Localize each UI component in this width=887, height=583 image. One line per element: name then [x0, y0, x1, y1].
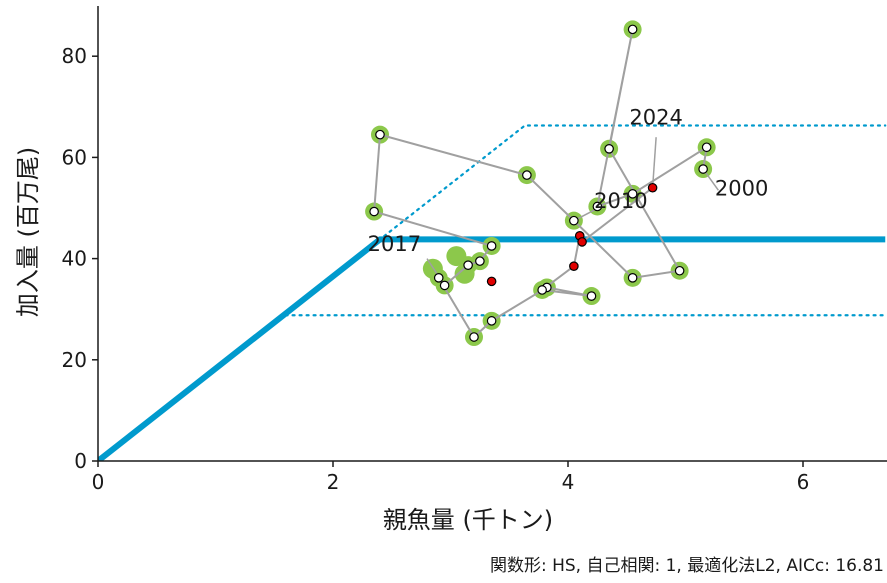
year-annotation: 2017 [368, 232, 421, 256]
point [522, 170, 532, 180]
point [486, 241, 497, 251]
y-tick-label: 60 [62, 145, 87, 169]
x-tick-label: 0 [92, 470, 105, 494]
y-tick-label: 80 [62, 44, 87, 68]
annotation-leader [651, 137, 657, 188]
y-tick-label: 20 [62, 348, 87, 372]
chart-caption: 関数形: HS, 自己相関: 1, 最適化法L2, AICc: 16.81 [490, 556, 884, 576]
hockey-stick-line [98, 236, 886, 461]
point [701, 142, 712, 153]
y-tick-label: 0 [74, 449, 87, 473]
point [486, 316, 497, 326]
x-axis-title: 親魚量 (千トン) [383, 506, 553, 534]
point-recent [486, 276, 497, 287]
point [469, 332, 479, 342]
point [375, 129, 385, 140]
x-tick-label: 4 [562, 470, 575, 494]
year-annotation: 2010 [594, 189, 647, 213]
point [698, 164, 708, 174]
time-series-path [373, 29, 708, 339]
point [627, 273, 638, 283]
point [586, 291, 597, 301]
point [537, 285, 547, 295]
year-annotation: 2024 [629, 106, 682, 130]
point [463, 260, 473, 270]
y-tick-label: 40 [62, 247, 87, 271]
point-ring-filled [446, 246, 467, 267]
x-tick-label: 6 [797, 470, 810, 494]
point-recent [569, 261, 579, 271]
point-recent [647, 182, 658, 193]
point-recent [577, 237, 587, 247]
point [439, 280, 450, 291]
point [674, 265, 685, 276]
plot-area [98, 20, 887, 461]
point [475, 256, 485, 266]
point [433, 273, 444, 283]
year-annotation: 2000 [715, 176, 768, 200]
x-tick-label: 2 [327, 470, 340, 494]
point [604, 143, 614, 154]
point [569, 215, 579, 226]
point [627, 24, 638, 35]
band-lower-line [98, 314, 887, 461]
y-axis-title: 加入量 (百万尾) [14, 147, 42, 317]
point [627, 189, 638, 199]
point [369, 206, 379, 217]
point [592, 201, 603, 212]
